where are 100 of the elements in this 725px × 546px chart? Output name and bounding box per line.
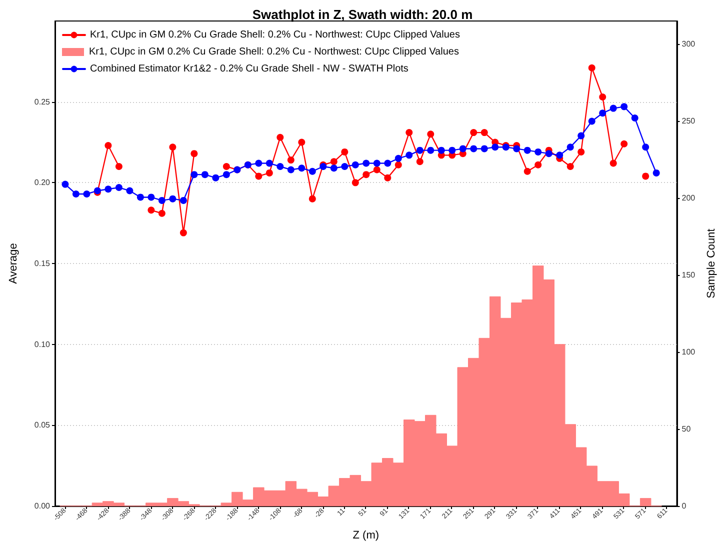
point	[83, 190, 90, 198]
point	[298, 164, 306, 172]
point	[352, 179, 359, 186]
point	[330, 164, 338, 172]
point	[599, 110, 606, 117]
point	[578, 132, 585, 140]
point	[427, 130, 434, 138]
point	[406, 152, 413, 159]
point	[566, 163, 574, 170]
point	[287, 166, 294, 174]
point	[578, 148, 585, 156]
point	[352, 161, 359, 168]
point	[62, 180, 69, 188]
point	[180, 196, 187, 204]
legend-label: Combined Estimator Kr1&2 - 0.2% Cu Grade Shell - NW - SWATH Plots	[90, 64, 408, 74]
point	[610, 104, 617, 112]
point	[620, 140, 628, 148]
point	[276, 163, 284, 170]
point	[148, 206, 155, 214]
point	[588, 64, 596, 72]
y-tick-label: 0.25	[34, 97, 51, 106]
point	[148, 194, 155, 201]
point	[115, 163, 122, 170]
y-tick-label: 0.20	[34, 178, 51, 188]
point	[158, 196, 166, 204]
legend-label: Kr1, CUpc in GM 0.2% Cu Grade Shell: 0.2% Cu - Northwest: CUpc Clipped Values	[89, 46, 459, 58]
point	[652, 169, 660, 176]
point	[480, 145, 488, 152]
point	[308, 195, 316, 202]
point	[266, 160, 273, 167]
point	[362, 160, 370, 167]
point	[631, 114, 638, 122]
point	[524, 168, 531, 175]
point	[384, 174, 392, 182]
legend-label: Kr1, CUpc in GM 0.2% Cu Grade Shell: 0.2% Cu - Northwest: CUpc Clipped Values	[90, 30, 460, 40]
point	[416, 158, 424, 166]
point	[394, 154, 402, 162]
point	[180, 229, 187, 236]
x-axis-title: Z (m)	[352, 530, 380, 542]
point	[459, 145, 466, 152]
point	[492, 144, 499, 151]
point	[524, 146, 531, 154]
point	[588, 118, 596, 125]
point	[104, 142, 112, 149]
y-tick-label: 0.00	[34, 502, 51, 510]
point	[470, 129, 478, 136]
y-tick-label: 0.10	[34, 340, 51, 349]
point	[362, 171, 370, 178]
point	[534, 148, 542, 156]
point	[556, 152, 564, 159]
point	[448, 146, 456, 154]
point	[222, 171, 230, 178]
point	[599, 93, 606, 100]
point	[298, 138, 306, 146]
point	[470, 145, 478, 152]
point	[126, 187, 134, 194]
point	[438, 146, 445, 154]
point	[341, 163, 348, 170]
point	[406, 129, 413, 136]
y2-tick-label: 0	[682, 502, 687, 510]
point	[72, 190, 80, 198]
point	[545, 150, 552, 158]
point	[427, 146, 434, 154]
y-axis-title: Average	[8, 243, 20, 284]
point	[416, 146, 424, 154]
point	[266, 169, 273, 176]
point	[115, 184, 122, 192]
y2-tick-label: 50	[682, 424, 692, 434]
point	[255, 172, 262, 180]
point	[642, 144, 650, 151]
y2-tick-label: 200	[682, 194, 696, 203]
point	[104, 186, 112, 193]
point	[287, 156, 294, 164]
point	[222, 163, 230, 170]
point	[513, 145, 520, 152]
y2-tick-label: 300	[682, 40, 696, 49]
y-tick-label: 0.15	[34, 259, 51, 268]
point	[373, 166, 380, 174]
point	[394, 161, 402, 168]
point	[190, 171, 198, 178]
point	[201, 171, 208, 178]
point	[190, 150, 198, 158]
point	[373, 160, 380, 167]
y2-axis-title: Sample Count	[706, 228, 718, 298]
point	[169, 144, 176, 151]
point	[158, 210, 166, 217]
y2-tick-label: 100	[682, 348, 696, 357]
point	[480, 129, 488, 136]
chart-title: Swathplot in Z, Swath width: 20.0 m	[252, 7, 473, 22]
point	[308, 168, 316, 175]
y2-tick-label: 250	[682, 116, 696, 126]
point	[566, 144, 574, 151]
point	[255, 160, 262, 167]
point	[136, 194, 144, 201]
point	[534, 161, 542, 168]
y-tick-label: 0.05	[34, 420, 51, 430]
point	[384, 160, 392, 167]
point	[276, 134, 284, 141]
point	[610, 160, 617, 167]
point	[212, 174, 220, 182]
